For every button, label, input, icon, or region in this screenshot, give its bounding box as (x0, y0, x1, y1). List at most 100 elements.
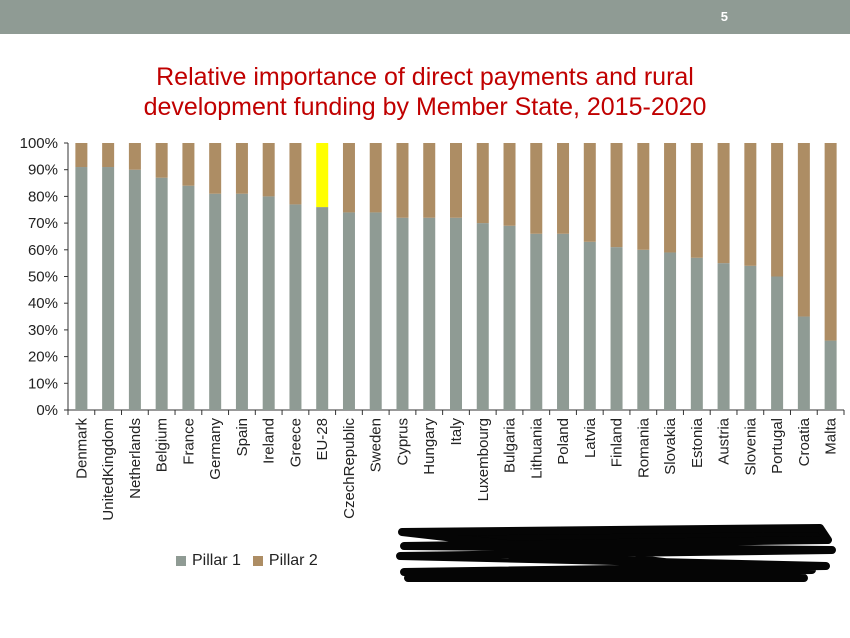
bar-pillar2 (450, 143, 462, 218)
slide-header-bar: 5 (0, 0, 850, 34)
bar-pillar1 (450, 217, 462, 410)
bar-pillar1 (503, 225, 516, 410)
legend-swatch-pillar2 (252, 556, 263, 566)
bar-pillar2 (583, 143, 596, 242)
x-tick-label: Poland (555, 418, 572, 465)
x-tick-label: France (180, 418, 197, 465)
bar-pillar1 (583, 241, 596, 410)
chart-title-line-2: development funding by Member State, 201… (143, 93, 707, 121)
legend-label-pillar1: Pillar 1 (192, 552, 241, 569)
x-tick-label: Romania (635, 417, 652, 478)
x-tick-label: Latvia (582, 417, 599, 458)
bar-pillar2 (342, 143, 355, 213)
x-tick-label: Slovakia (662, 417, 679, 474)
x-tick-label: Belgium (154, 418, 171, 472)
y-tick-label: 50% (28, 269, 58, 286)
x-tick-label: UnitedKingdom (100, 418, 117, 521)
bar-pillar1 (235, 193, 248, 410)
slide-number: 5 (720, 9, 728, 24)
bar-pillar1 (476, 223, 489, 410)
x-tick-label: Slovenia (742, 417, 759, 475)
bar-pillar2 (128, 143, 141, 170)
bar-pillar1 (824, 340, 837, 410)
chart-legend: Pillar 1 Pillar 2 (176, 552, 330, 570)
y-tick-label: 60% (28, 242, 58, 259)
bar-pillar2 (530, 143, 543, 234)
bar-pillar1 (342, 212, 355, 410)
bar-pillar1 (797, 316, 810, 410)
bar-pillar1 (557, 233, 570, 410)
bar-pillar2 (423, 143, 436, 218)
bar-pillar2 (771, 143, 784, 277)
x-tick-label: Austria (716, 417, 733, 464)
y-tick-label: 70% (28, 215, 58, 232)
bar-pillar2 (209, 143, 222, 194)
x-tick-label: Sweden (368, 418, 385, 472)
bar-pillar1 (690, 257, 703, 410)
x-tick-label: Spain (234, 418, 251, 456)
bar-pillar1 (744, 265, 757, 410)
bar-pillar1 (423, 217, 436, 410)
legend-label-pillar2: Pillar 2 (268, 552, 318, 569)
bar-pillar2 (369, 143, 382, 213)
y-tick-label: 20% (28, 349, 58, 366)
x-tick-label: Netherlands (127, 418, 144, 499)
bar-pillar2 (476, 143, 489, 224)
x-tick-label: Portugal (769, 418, 786, 474)
bar-pillar1 (396, 217, 409, 410)
bar-pillar1 (289, 204, 302, 410)
bar-pillar1 (182, 185, 195, 410)
bar-pillar1 (637, 249, 650, 410)
y-tick-label: 0% (36, 402, 58, 419)
x-tick-label: CzechRepublic (341, 418, 358, 519)
bar-pillar2 (744, 143, 757, 266)
x-tick-label: Malta (823, 417, 840, 454)
bar-pillar2 (396, 143, 409, 218)
bar-pillar2 (717, 143, 730, 264)
x-tick-label: Germany (207, 418, 224, 480)
x-tick-label: Croatia (796, 417, 813, 466)
x-tick-label: Finland (609, 418, 626, 467)
x-tick-label: Greece (287, 418, 304, 467)
y-tick-label: 100% (20, 135, 58, 152)
bar-pillar1 (369, 212, 382, 410)
bar-pillar2 (75, 143, 88, 168)
y-tick-label: 10% (28, 375, 58, 392)
chart-title-line-1: Relative importance of direct payments a… (156, 63, 694, 91)
bar-pillar1 (128, 169, 141, 410)
y-tick-label: 30% (28, 322, 58, 339)
x-tick-label: Lithuania (528, 417, 545, 479)
x-tick-label: Cyprus (394, 418, 411, 466)
x-tick-label: Ireland (261, 418, 278, 464)
bar-pillar2 (797, 143, 810, 317)
bar-pillar2 (102, 143, 115, 168)
bar-pillar1 (771, 276, 784, 410)
bar-pillar2 (289, 143, 302, 205)
x-tick-label: Bulgaria (502, 417, 519, 473)
bar-pillar2 (262, 143, 275, 197)
legend-swatch-pillar1 (176, 556, 186, 566)
legend-item-pillar2: Pillar 2 (252, 552, 318, 570)
bar-pillar2 (610, 143, 623, 248)
bar-pillar2 (503, 143, 516, 226)
bar-pillar2 (824, 143, 837, 341)
bar-pillar2 (235, 143, 248, 194)
bar-pillar1 (155, 177, 168, 410)
y-tick-label: 80% (28, 188, 58, 205)
bar-pillar2 (664, 143, 677, 253)
bar-pillar2 (316, 143, 329, 208)
bar-pillar1 (717, 263, 730, 410)
bar-pillar1 (209, 193, 222, 410)
bar-pillar2 (557, 143, 570, 234)
bar-pillar2 (155, 143, 168, 178)
bar-pillar1 (664, 252, 677, 410)
x-tick-label: Luxembourg (475, 418, 492, 501)
x-tick-label: Denmark (73, 418, 90, 479)
bar-pillar1 (102, 167, 115, 410)
y-tick-label: 90% (28, 162, 58, 179)
bar-pillar2 (637, 143, 650, 250)
chart-title: Relative importance of direct payments a… (40, 62, 810, 122)
bar-pillar1 (262, 196, 275, 410)
